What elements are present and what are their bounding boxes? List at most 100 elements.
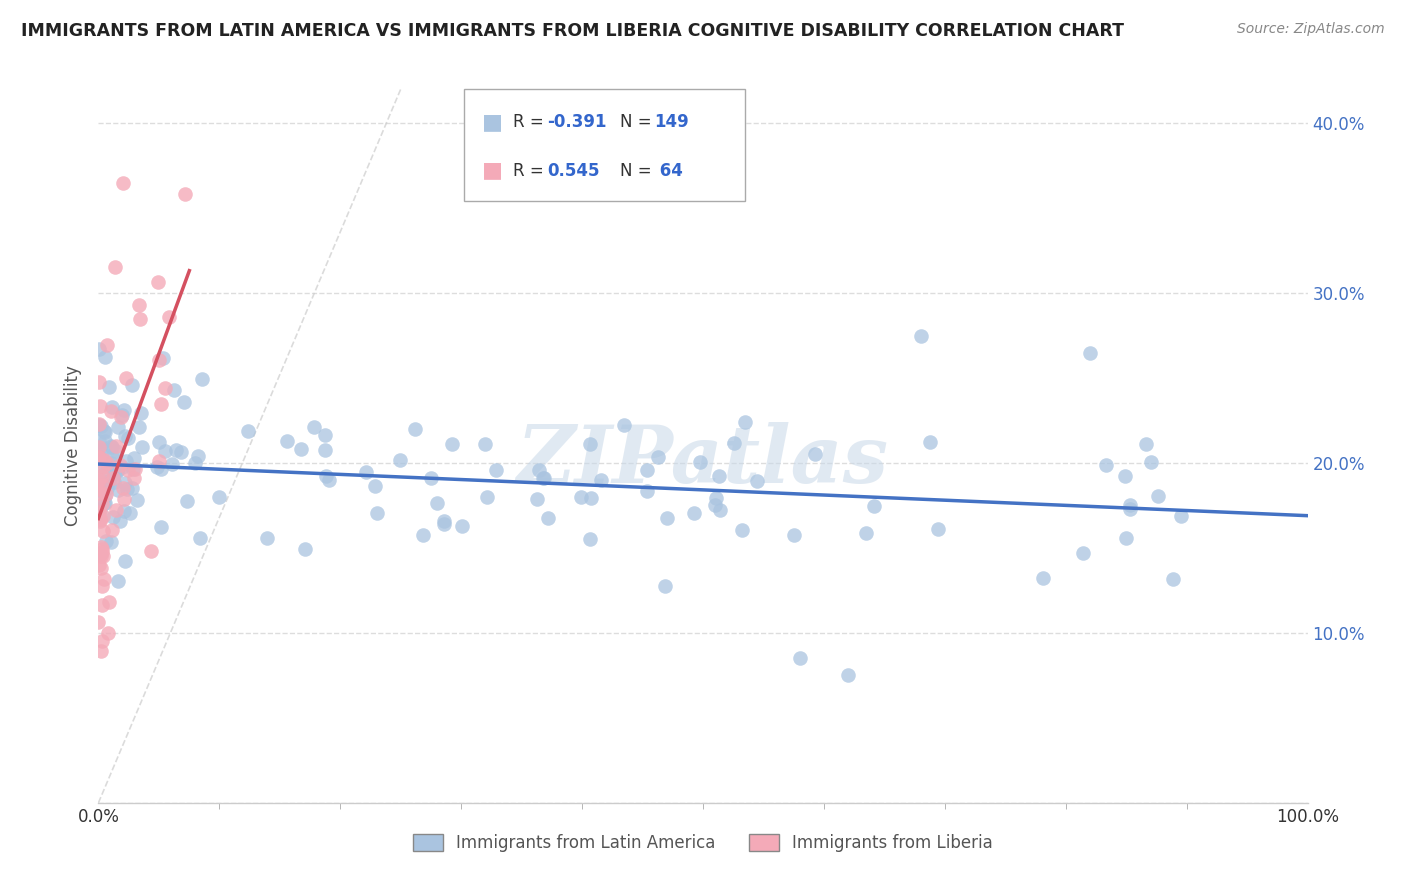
- Point: [155, 444, 177, 458]
- Point: [100, 449, 122, 463]
- Point: [636, 463, 658, 477]
- Point: [96, 481, 118, 495]
- Point: [103, 467, 125, 482]
- Point: [90, 644, 112, 658]
- Point: [93, 452, 115, 467]
- Point: [419, 470, 441, 484]
- Point: [89, 558, 111, 572]
- Point: [160, 457, 183, 471]
- Point: [578, 437, 600, 451]
- Point: [432, 516, 454, 531]
- Point: [87, 476, 110, 491]
- Point: [90, 540, 112, 554]
- Point: [96, 456, 118, 470]
- Point: [184, 456, 207, 470]
- Point: [170, 445, 193, 459]
- Point: [440, 437, 463, 451]
- Point: [366, 506, 388, 520]
- Point: [578, 532, 600, 546]
- Point: [91, 508, 114, 523]
- Point: [90, 541, 112, 556]
- Point: [1114, 469, 1136, 483]
- Point: [236, 425, 259, 439]
- Point: [91, 459, 114, 474]
- Point: [93, 496, 115, 510]
- Point: [97, 626, 120, 640]
- Point: [89, 514, 111, 528]
- Point: [613, 417, 636, 432]
- Text: IMMIGRANTS FROM LATIN AMERICA VS IMMIGRANTS FROM LIBERIA COGNITIVE DISABILITY CO: IMMIGRANTS FROM LATIN AMERICA VS IMMIGRA…: [21, 22, 1123, 40]
- Point: [529, 463, 551, 477]
- Point: [93, 434, 115, 449]
- Point: [855, 525, 877, 540]
- Point: [121, 377, 143, 392]
- Point: [256, 531, 278, 545]
- Point: [1073, 545, 1095, 559]
- Point: [208, 490, 231, 504]
- Point: [485, 463, 508, 477]
- Point: [101, 509, 124, 524]
- Point: [450, 518, 472, 533]
- Point: [89, 442, 111, 457]
- Point: [107, 574, 129, 589]
- Point: [111, 408, 134, 422]
- Point: [89, 399, 111, 413]
- Point: [571, 490, 593, 504]
- Text: -0.391: -0.391: [547, 113, 606, 131]
- Point: [112, 481, 135, 495]
- Point: [404, 422, 426, 436]
- Point: [148, 434, 170, 449]
- Point: [118, 506, 141, 520]
- Point: [157, 310, 180, 324]
- Point: [91, 634, 114, 648]
- Point: [122, 462, 145, 476]
- Point: [97, 474, 120, 488]
- Point: [87, 483, 110, 497]
- Point: [93, 351, 115, 365]
- Point: [87, 450, 110, 465]
- Point: [90, 545, 112, 559]
- Point: [731, 523, 754, 537]
- Point: [647, 450, 669, 464]
- Point: [115, 482, 138, 496]
- Point: [111, 176, 134, 190]
- Point: [121, 482, 143, 496]
- Point: [89, 547, 111, 561]
- Point: [149, 520, 172, 534]
- Point: [709, 503, 731, 517]
- Point: [1135, 436, 1157, 450]
- Point: [108, 458, 131, 472]
- Point: [103, 475, 125, 489]
- Point: [314, 442, 336, 457]
- Point: [101, 471, 124, 485]
- Point: [94, 496, 117, 510]
- Point: [104, 260, 127, 275]
- Point: [837, 668, 859, 682]
- Point: [302, 419, 325, 434]
- Point: [709, 469, 731, 483]
- Point: [98, 595, 121, 609]
- Point: [1118, 499, 1140, 513]
- Point: [1032, 570, 1054, 584]
- Point: [105, 464, 128, 478]
- Point: [91, 468, 114, 483]
- Point: [93, 572, 115, 586]
- Text: N =: N =: [620, 113, 657, 131]
- Point: [110, 514, 132, 528]
- Point: [537, 511, 560, 525]
- Point: [91, 497, 114, 511]
- Point: [107, 483, 129, 497]
- Point: [87, 440, 110, 454]
- Point: [315, 469, 337, 483]
- Point: [96, 534, 118, 549]
- Point: [87, 473, 110, 487]
- Point: [152, 351, 174, 365]
- Text: R =: R =: [513, 161, 550, 179]
- Point: [1139, 455, 1161, 469]
- Point: [190, 531, 212, 545]
- Point: [122, 471, 145, 485]
- Point: [104, 503, 127, 517]
- Text: 0.545: 0.545: [547, 161, 599, 179]
- Point: [128, 420, 150, 434]
- Point: [100, 534, 122, 549]
